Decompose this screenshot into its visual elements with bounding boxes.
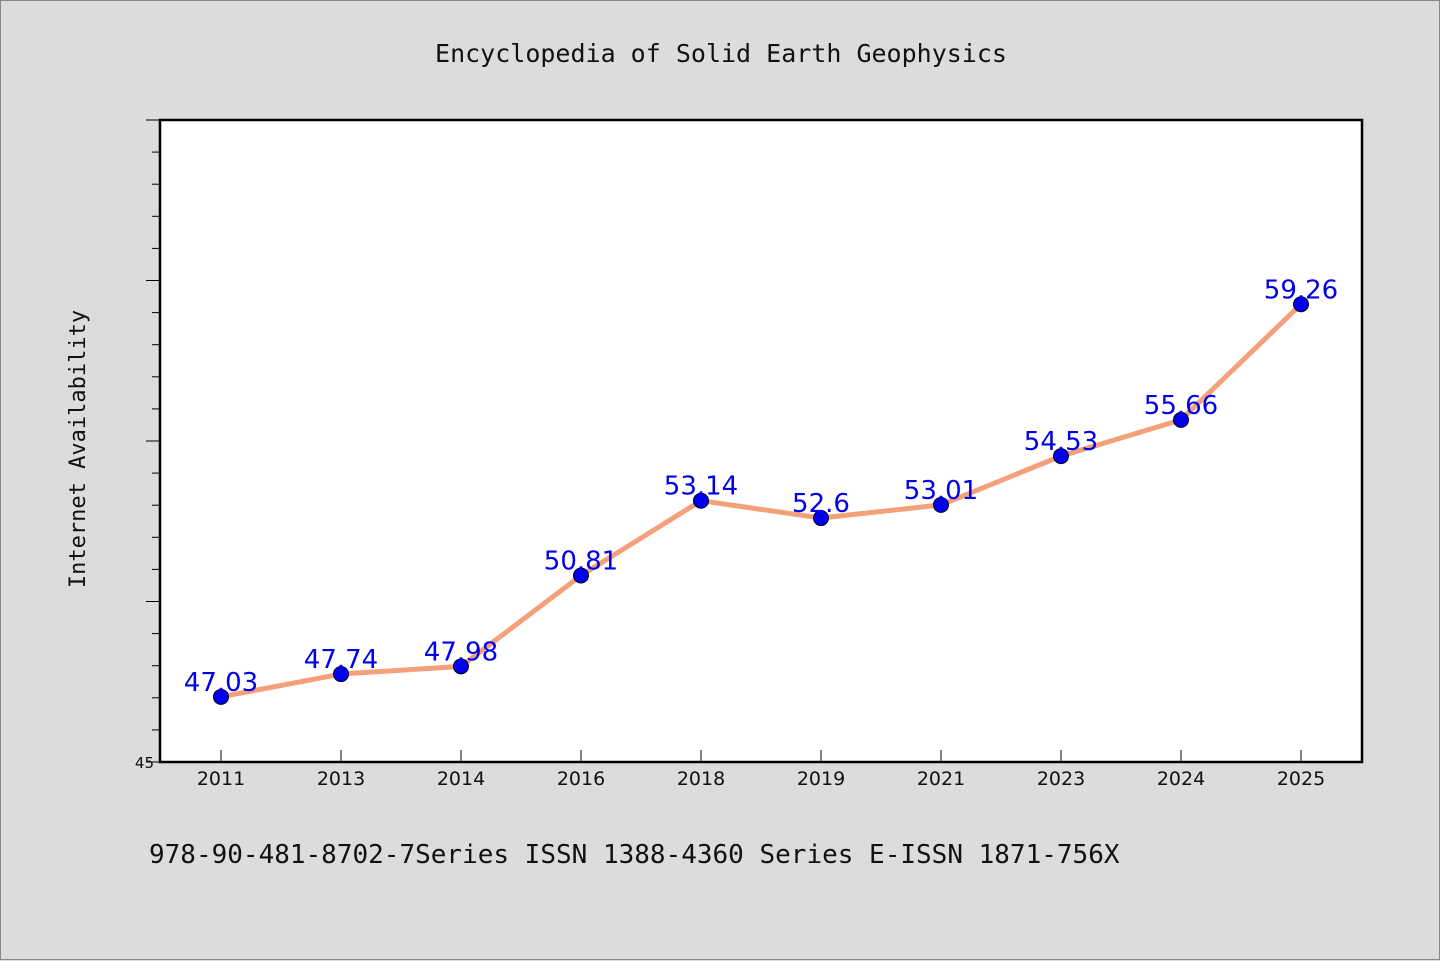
- x-tick-label: 2011: [197, 768, 245, 790]
- series-line: [218, 301, 1304, 700]
- data-point-marker: [1053, 448, 1069, 465]
- x-tick-label: 2016: [557, 768, 605, 790]
- x-tick-label: 2021: [917, 768, 965, 790]
- data-label: 47.03: [184, 668, 258, 698]
- x-axis-ticks: [220, 750, 1302, 762]
- data-point-marker: [693, 492, 709, 509]
- data-label: 50.81: [544, 546, 618, 576]
- data-point-marker: [813, 510, 829, 527]
- x-tick-label: 2019: [797, 768, 845, 790]
- x-tick-label: 2014: [437, 768, 485, 790]
- data-label: 47.74: [304, 645, 378, 675]
- series-markers: [213, 296, 1309, 705]
- x-tick-label: 2024: [1157, 768, 1205, 790]
- plot-area: [158, 118, 1364, 764]
- y-axis-ticks: [146, 119, 160, 763]
- data-label: 54.53: [1024, 427, 1098, 457]
- data-point-marker: [573, 567, 589, 584]
- data-label: 59.26: [1264, 275, 1338, 305]
- y-tick-label: 45: [135, 754, 154, 772]
- data-point-marker: [933, 496, 949, 513]
- data-point-marker: [1293, 296, 1309, 313]
- data-point-marker: [333, 666, 349, 683]
- x-tick-label: 2023: [1037, 768, 1085, 790]
- y-axis-tick-labels: 45: [135, 754, 154, 772]
- data-point-marker: [1173, 411, 1189, 428]
- x-axis-tick-labels: 2011 2013 2014 2016 2018 2019 2021 2023 2024 2025: [197, 768, 1325, 790]
- y-axis-label: Internet Availability: [66, 310, 91, 588]
- data-label: 53.14: [664, 472, 738, 502]
- data-point-marker: [453, 658, 469, 675]
- data-label: 53.01: [904, 476, 978, 506]
- data-point-marker: [213, 688, 229, 705]
- x-tick-label: 2013: [317, 768, 365, 790]
- data-label: 52.6: [792, 489, 850, 519]
- data-labels: 47.03 47.74 47.98 50.81 53.14 52.6 53.01 54.53 5…: [184, 275, 1338, 698]
- footer-isbn-issn: 978-90-481-8702-7Series ISSN 1388-4360 S…: [149, 840, 1120, 870]
- chart-title: Encyclopedia of Solid Earth Geophysics: [435, 39, 1007, 68]
- x-tick-label: 2025: [1277, 768, 1325, 790]
- data-label: 55.66: [1144, 391, 1218, 421]
- data-label: 47.98: [424, 637, 498, 667]
- x-tick-label: 2018: [677, 768, 725, 790]
